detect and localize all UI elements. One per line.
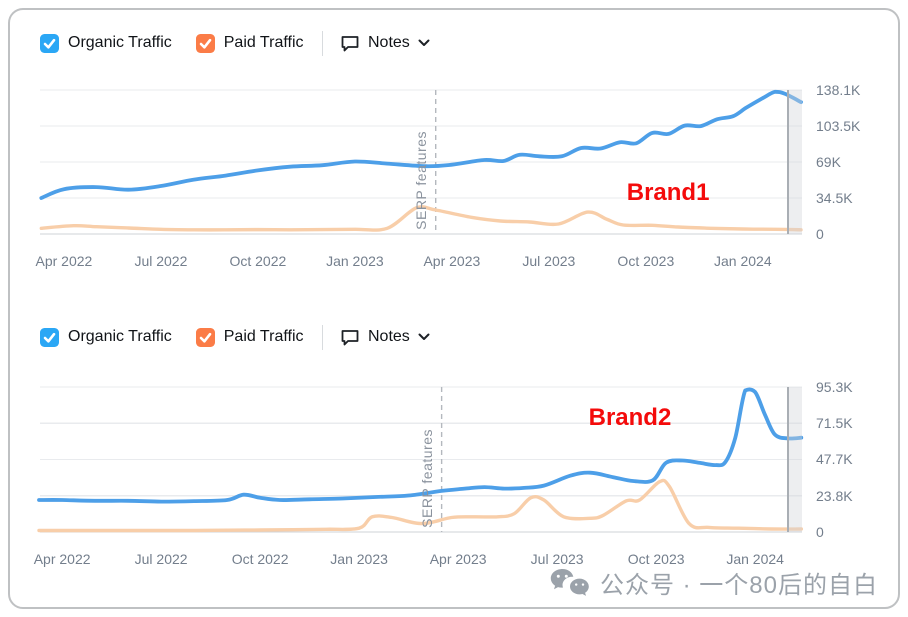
y-axis-label: 34.5K	[816, 190, 853, 207]
notes-button[interactable]: Notes	[340, 328, 430, 347]
watermark-text: 公众号 · 一个80后的自白	[599, 572, 878, 599]
toolbar-divider	[321, 324, 323, 350]
organic-traffic-line	[37, 387, 804, 504]
x-axis-label: Jan 2023	[326, 253, 384, 269]
y-axis-label: 71.5K	[816, 415, 853, 432]
paid-traffic-line	[37, 478, 803, 533]
x-axis-label: Apr 2023	[423, 253, 481, 269]
y-axis-label: 47.7K	[816, 451, 853, 468]
y-axis-labels: 0 34.5K 69K 103.5K 138.1K	[810, 82, 896, 242]
chart2-toolbar: Organic Traffic Paid Traffic Notes	[40, 322, 430, 352]
notes-label: Notes	[368, 34, 410, 51]
x-axis-label: Apr 2022	[33, 551, 91, 567]
x-axis-label: Jul 2022	[134, 551, 188, 567]
x-axis-labels: Apr 2022 Jul 2022 Oct 2022 Jan 2023 Apr 2023…	[36, 252, 802, 270]
chart-canvas	[37, 386, 804, 533]
checkmark-icon	[43, 38, 56, 49]
chart-canvas	[39, 89, 803, 235]
paid-traffic-checkbox[interactable]	[195, 33, 215, 53]
x-axis-label: Jan 2024	[726, 551, 784, 567]
paid-traffic-line	[39, 205, 803, 232]
x-axis-label: Jul 2022	[134, 253, 188, 269]
x-axis-label: Apr 2022	[35, 253, 93, 269]
y-axis-label: 0	[816, 524, 824, 540]
y-axis-label: 103.5K	[816, 118, 861, 135]
y-axis-label: 69K	[816, 154, 841, 171]
notes-button[interactable]: Notes	[340, 34, 430, 53]
x-axis-label: Jul 2023	[522, 253, 576, 269]
brand2-traffic-chart: SERP features Brand2	[37, 386, 804, 533]
paid-traffic-checkbox[interactable]	[195, 327, 215, 347]
y-axis-labels: 0 23.8K 47.7K 71.5K 95.3K	[810, 379, 896, 540]
chevron-down-icon	[418, 39, 430, 46]
checkmark-icon	[199, 38, 212, 49]
brand-annotation: Brand2	[588, 404, 672, 432]
checkmark-icon	[199, 332, 212, 343]
x-axis-label: Oct 2022	[229, 253, 287, 269]
paid-traffic-label[interactable]: Paid Traffic	[223, 328, 304, 345]
organic-traffic-checkbox[interactable]	[40, 33, 59, 53]
organic-traffic-label[interactable]: Organic Traffic	[68, 34, 172, 51]
serp-features-label: SERP features	[412, 131, 429, 230]
notes-label: Notes	[368, 328, 410, 345]
brand1-traffic-chart: SERP features Brand1	[39, 89, 803, 235]
x-axis-label: Oct 2023	[627, 551, 685, 567]
chart-scrollbar-handle[interactable]	[787, 387, 802, 532]
notes-bubble-icon	[341, 35, 359, 51]
x-axis-label: Apr 2023	[429, 551, 487, 567]
chevron-down-icon	[418, 333, 430, 340]
organic-traffic-line	[39, 89, 803, 200]
chart1-toolbar: Organic Traffic Paid Traffic Notes	[40, 28, 430, 58]
traffic-analytics-card: Organic Traffic Paid Traffic Notes SERP …	[8, 8, 900, 609]
notes-bubble-icon	[341, 329, 359, 345]
wechat-icon	[550, 568, 589, 596]
watermark: 公众号 · 一个80后的自白	[550, 565, 878, 600]
x-axis-label: Oct 2023	[617, 253, 675, 269]
x-axis-label: Oct 2022	[231, 551, 289, 567]
x-axis-labels: Apr 2022 Jul 2022 Oct 2022 Jan 2023 Apr 2023…	[34, 550, 802, 568]
toolbar-divider	[321, 30, 323, 56]
serp-features-label: SERP features	[418, 429, 435, 528]
y-axis-label: 23.8K	[816, 487, 853, 504]
organic-traffic-label[interactable]: Organic Traffic	[68, 328, 172, 345]
paid-traffic-label[interactable]: Paid Traffic	[223, 34, 304, 51]
y-axis-label: 0	[816, 226, 824, 242]
brand-annotation: Brand1	[626, 179, 710, 207]
x-axis-label: Jul 2023	[530, 551, 584, 567]
chart-scrollbar-handle[interactable]	[787, 90, 802, 234]
y-axis-label: 138.1K	[816, 82, 861, 98]
organic-traffic-checkbox[interactable]	[40, 327, 59, 347]
x-axis-label: Jan 2023	[330, 551, 388, 567]
checkmark-icon	[43, 332, 56, 343]
y-axis-label: 95.3K	[816, 379, 853, 395]
x-axis-label: Jan 2024	[714, 253, 772, 269]
